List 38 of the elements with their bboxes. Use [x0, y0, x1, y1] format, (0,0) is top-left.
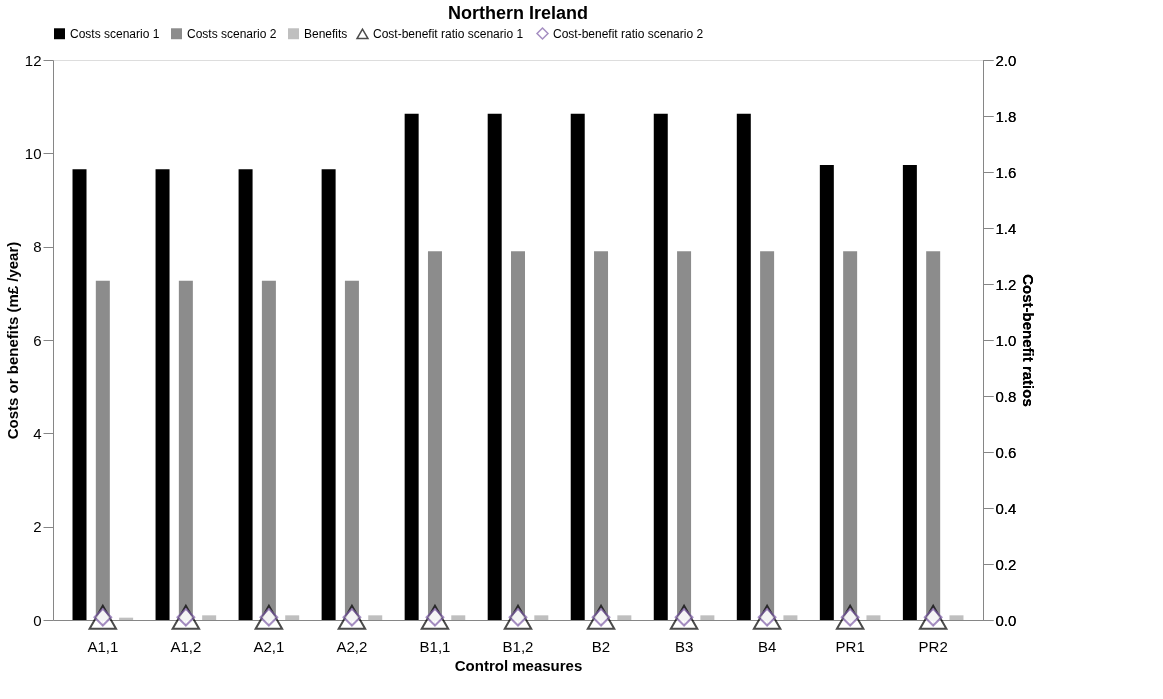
- y2-tick-label: 0.8: [995, 387, 1017, 405]
- legend-label: Cost-benefit ratio scenario 1: [373, 26, 524, 41]
- legend-label: Cost-benefit ratio scenario 2: [553, 26, 704, 41]
- x-tick-label: B3: [674, 637, 694, 655]
- y2-tick-label: 0.0: [995, 611, 1017, 629]
- x-tick-label: A2,2: [336, 637, 368, 655]
- y2-tick-label: 1.4: [995, 219, 1017, 237]
- x-tick-label: B1,2: [502, 637, 534, 655]
- y-tick-label: 12: [24, 51, 42, 69]
- chart-title: Northern Ireland: [447, 3, 589, 23]
- y2-tick-label: 0.4: [995, 499, 1017, 517]
- y2-tick-label: 1.2: [995, 275, 1017, 293]
- y-tick-label: 10: [24, 144, 42, 162]
- x-tick-label: PR1: [835, 637, 865, 655]
- x-axis-title: Control measures: [454, 656, 583, 674]
- y2-axis-title: Cost-benefit ratios: [1020, 274, 1038, 407]
- x-tick-label: A1,1: [87, 637, 119, 655]
- y2-tick-label: 0.2: [995, 555, 1017, 573]
- x-tick-label: B2: [591, 637, 611, 655]
- x-tick-label: B1,1: [419, 637, 451, 655]
- x-tick-label: B4: [757, 637, 777, 655]
- y-tick-label: 6: [33, 331, 42, 349]
- y-axis-title: Costs or benefits (m£ /year): [3, 241, 21, 440]
- y2-tick-label: 1.6: [995, 163, 1017, 181]
- legend-label: Costs scenario 2: [187, 26, 277, 41]
- y-tick-label: 8: [33, 238, 42, 256]
- y-tick-label: 2: [33, 518, 42, 536]
- y2-tick-label: 1.0: [995, 331, 1017, 349]
- legend-label: Costs scenario 1: [70, 26, 160, 41]
- x-tick-label: A2,1: [253, 637, 285, 655]
- legend-label: Benefits: [304, 26, 348, 41]
- y-tick-label: 4: [33, 424, 42, 442]
- y-tick-label: 0: [33, 611, 42, 629]
- y2-tick-label: 2.0: [995, 51, 1017, 69]
- x-tick-label: PR2: [918, 637, 948, 655]
- y2-tick-label: 1.8: [995, 107, 1017, 125]
- x-tick-label: A1,2: [170, 637, 202, 655]
- y2-tick-label: 0.6: [995, 443, 1017, 461]
